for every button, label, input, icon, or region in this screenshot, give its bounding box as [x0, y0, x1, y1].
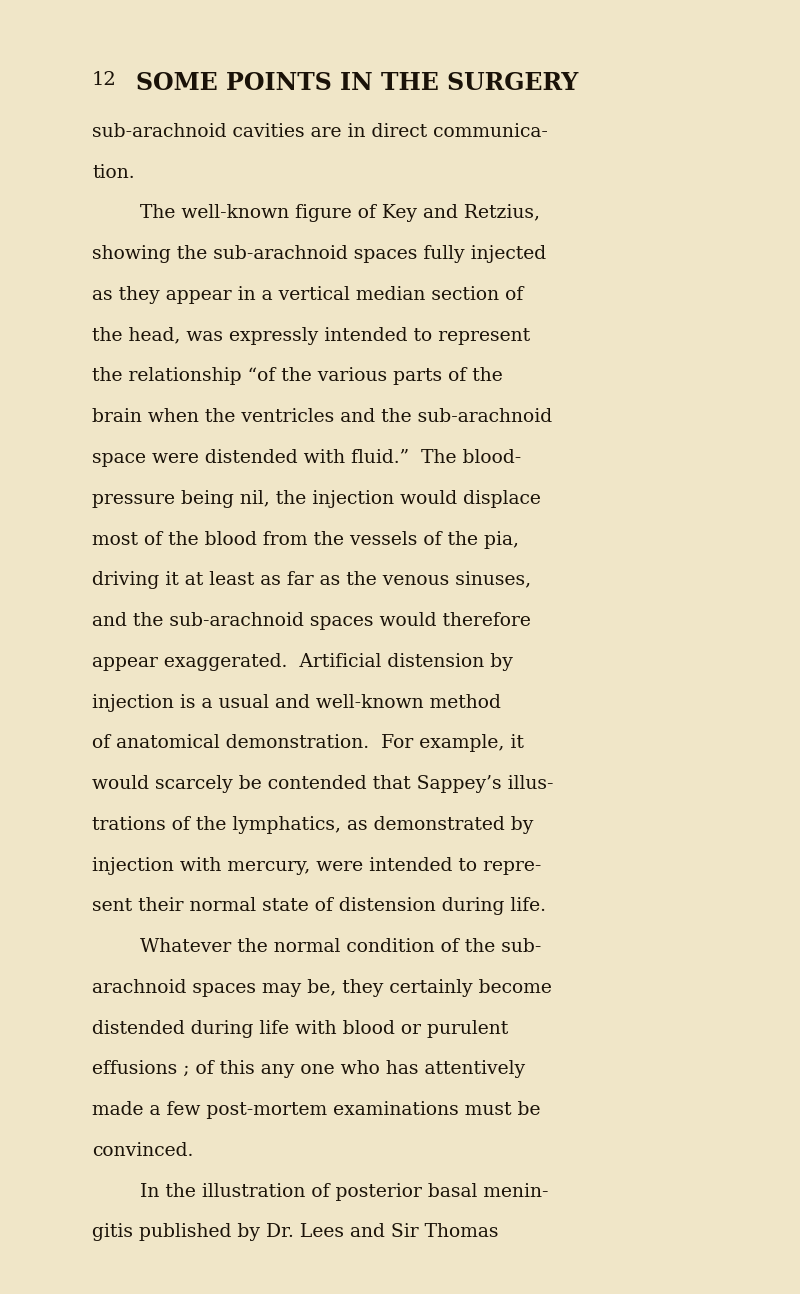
Text: appear exaggerated.  Artificial distension by: appear exaggerated. Artificial distensio… — [92, 652, 513, 670]
Text: driving it at least as far as the venous sinuses,: driving it at least as far as the venous… — [92, 572, 531, 589]
Text: gitis published by Dr. Lees and Sir Thomas: gitis published by Dr. Lees and Sir Thom… — [92, 1224, 498, 1241]
Text: 12: 12 — [92, 71, 117, 89]
Text: convinced.: convinced. — [92, 1141, 194, 1159]
Text: space were distended with fluid.”  The blood-: space were distended with fluid.” The bl… — [92, 449, 522, 467]
Text: made a few post-mortem examinations must be: made a few post-mortem examinations must… — [92, 1101, 541, 1119]
Text: sub-arachnoid cavities are in direct communica-: sub-arachnoid cavities are in direct com… — [92, 123, 548, 141]
Text: injection is a usual and well-known method: injection is a usual and well-known meth… — [92, 694, 501, 712]
Text: most of the blood from the vessels of the pia,: most of the blood from the vessels of th… — [92, 531, 519, 549]
Text: effusions ; of this any one who has attentively: effusions ; of this any one who has atte… — [92, 1061, 525, 1078]
Text: the relationship “of the various parts of the: the relationship “of the various parts o… — [92, 367, 502, 386]
Text: would scarcely be contended that Sappey’s illus-: would scarcely be contended that Sappey’… — [92, 775, 554, 793]
Text: the head, was expressly intended to represent: the head, was expressly intended to repr… — [92, 326, 530, 344]
Text: SOME POINTS IN THE SURGERY: SOME POINTS IN THE SURGERY — [136, 71, 578, 96]
Text: arachnoid spaces may be, they certainly become: arachnoid spaces may be, they certainly … — [92, 978, 552, 996]
Text: tion.: tion. — [92, 164, 134, 181]
Text: The well-known figure of Key and Retzius,: The well-known figure of Key and Retzius… — [140, 204, 540, 223]
Text: showing the sub-arachnoid spaces fully injected: showing the sub-arachnoid spaces fully i… — [92, 246, 546, 263]
Text: trations of the lymphatics, as demonstrated by: trations of the lymphatics, as demonstra… — [92, 817, 534, 833]
Text: Whatever the normal condition of the sub-: Whatever the normal condition of the sub… — [140, 938, 542, 956]
Text: distended during life with blood or purulent: distended during life with blood or puru… — [92, 1020, 508, 1038]
Text: pressure being nil, the injection would displace: pressure being nil, the injection would … — [92, 489, 541, 507]
Text: and the sub-arachnoid spaces would therefore: and the sub-arachnoid spaces would there… — [92, 612, 531, 630]
Text: sent their normal state of distension during life.: sent their normal state of distension du… — [92, 898, 546, 915]
Text: In the illustration of posterior basal menin-: In the illustration of posterior basal m… — [140, 1183, 549, 1201]
Text: of anatomical demonstration.  For example, it: of anatomical demonstration. For example… — [92, 735, 524, 752]
Text: brain when the ventricles and the sub-arachnoid: brain when the ventricles and the sub-ar… — [92, 409, 552, 426]
Text: injection with mercury, were intended to repre-: injection with mercury, were intended to… — [92, 857, 542, 875]
Text: as they appear in a vertical median section of: as they appear in a vertical median sect… — [92, 286, 523, 304]
